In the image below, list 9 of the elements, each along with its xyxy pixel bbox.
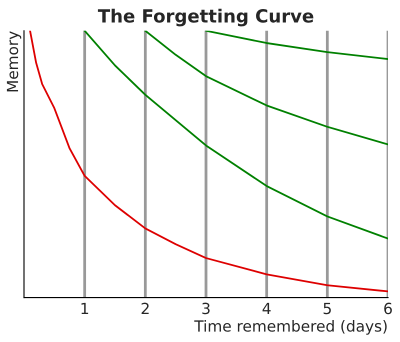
x-tick-label: 3 [202, 302, 210, 314]
x-tick-label: 1 [81, 302, 88, 314]
y-axis-title: Memory [6, 31, 22, 92]
x-tick-label: 6 [384, 302, 392, 314]
chart-title: The Forgetting Curve [98, 8, 314, 26]
x-axis-title: Time remembered (days) [194, 320, 387, 335]
x-tick-label: 5 [324, 302, 331, 314]
x-tick-label: 4 [262, 302, 271, 314]
x-tick-label: 2 [142, 302, 149, 314]
